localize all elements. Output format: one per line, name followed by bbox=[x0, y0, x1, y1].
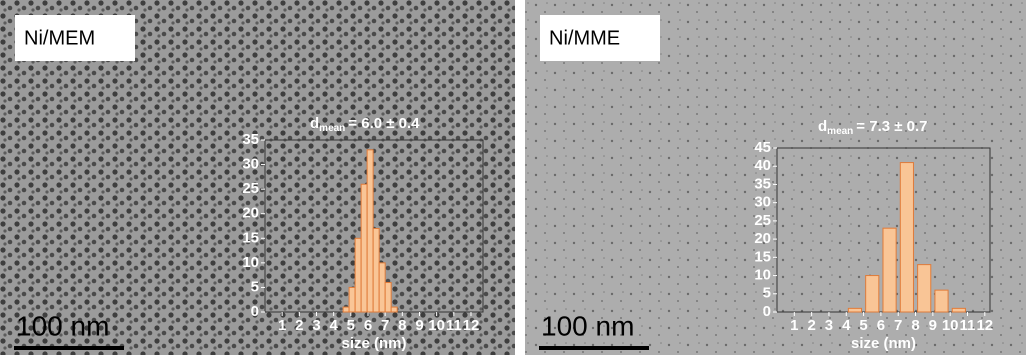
y-tick-label: 10 bbox=[242, 254, 259, 271]
label-box bbox=[15, 15, 135, 61]
bar bbox=[390, 306, 398, 313]
bar bbox=[360, 183, 368, 313]
bar bbox=[917, 264, 932, 313]
x-tick-label: 11 bbox=[960, 317, 976, 334]
y-tick-label: 30 bbox=[242, 156, 259, 173]
x-tick-label: 6 bbox=[364, 317, 372, 334]
x-tick-label: 3 bbox=[825, 317, 833, 334]
x-tick-label: 2 bbox=[295, 317, 303, 334]
y-tick-label: 20 bbox=[754, 230, 771, 247]
y-tick-label: 10 bbox=[754, 267, 771, 284]
scale-bar-label: 100 nm bbox=[541, 310, 634, 341]
scale-bar-label: 100 nm bbox=[16, 310, 109, 341]
y-tick-label: 35 bbox=[242, 131, 259, 148]
x-tick-label: 10 bbox=[942, 317, 959, 334]
y-tick-label: 25 bbox=[754, 212, 771, 229]
bar bbox=[354, 237, 362, 313]
annotation-text: = 7.3 ± 0.7 bbox=[856, 118, 927, 135]
bar bbox=[934, 289, 949, 313]
annotation-text: = 6.0 ± 0.4 bbox=[348, 115, 420, 132]
bar bbox=[384, 282, 392, 313]
x-tick-label: 9 bbox=[415, 317, 423, 334]
y-tick-label: 30 bbox=[754, 194, 771, 211]
annotation-subscript: mean bbox=[827, 126, 853, 137]
x-tick-label: 12 bbox=[463, 317, 480, 334]
y-tick-label: 5 bbox=[763, 285, 771, 302]
bar bbox=[372, 227, 380, 313]
y-tick-label: 5 bbox=[251, 278, 259, 295]
x-tick-label: 5 bbox=[347, 317, 355, 334]
bar bbox=[951, 307, 966, 313]
label-box bbox=[540, 15, 660, 61]
bar bbox=[342, 306, 350, 313]
bar bbox=[865, 275, 880, 313]
y-tick-label: 20 bbox=[242, 205, 259, 222]
x-axis-label: size (nm) bbox=[341, 335, 406, 352]
x-tick-label: 2 bbox=[807, 317, 815, 334]
x-tick-label: 8 bbox=[398, 317, 406, 334]
x-tick-label: 11 bbox=[446, 317, 462, 334]
annotation-subscript: mean bbox=[319, 123, 345, 134]
x-axis-label: size (nm) bbox=[851, 335, 916, 352]
x-tick-label: 8 bbox=[911, 317, 919, 334]
bar bbox=[882, 227, 897, 313]
y-tick-label: 25 bbox=[242, 180, 259, 197]
y-tick-label: 0 bbox=[763, 303, 771, 320]
x-tick-label: 7 bbox=[381, 317, 389, 334]
bar bbox=[348, 286, 356, 313]
annotation-symbol: d bbox=[818, 118, 827, 135]
x-tick-label: 3 bbox=[312, 317, 320, 334]
y-tick-label: 15 bbox=[242, 229, 259, 246]
bar bbox=[366, 149, 374, 313]
x-tick-label: 1 bbox=[278, 317, 286, 334]
y-tick-label: 40 bbox=[754, 157, 771, 174]
panel-label: Ni/MME bbox=[549, 27, 620, 49]
x-tick-label: 4 bbox=[842, 317, 851, 334]
annotation: dmean = 7.3 ± 0.7 bbox=[818, 118, 928, 137]
x-tick-label: 6 bbox=[877, 317, 885, 334]
x-tick-label: 10 bbox=[428, 317, 445, 334]
y-tick-label: 45 bbox=[754, 139, 771, 156]
panel-label: Ni/MEM bbox=[24, 27, 95, 49]
annotation-symbol: d bbox=[310, 115, 319, 132]
x-tick-label: 4 bbox=[329, 317, 338, 334]
annotation: dmean = 6.0 ± 0.4 bbox=[310, 115, 420, 134]
x-tick-label: 7 bbox=[894, 317, 902, 334]
bar bbox=[847, 307, 863, 313]
y-tick-label: 35 bbox=[754, 175, 771, 192]
x-tick-label: 1 bbox=[790, 317, 798, 334]
bar bbox=[378, 262, 386, 313]
y-tick-label: 0 bbox=[251, 303, 259, 320]
y-tick-label: 15 bbox=[754, 248, 771, 265]
x-tick-label: 12 bbox=[976, 317, 993, 334]
bar bbox=[899, 162, 914, 313]
x-tick-label: 5 bbox=[859, 317, 867, 334]
x-tick-label: 9 bbox=[929, 317, 937, 334]
